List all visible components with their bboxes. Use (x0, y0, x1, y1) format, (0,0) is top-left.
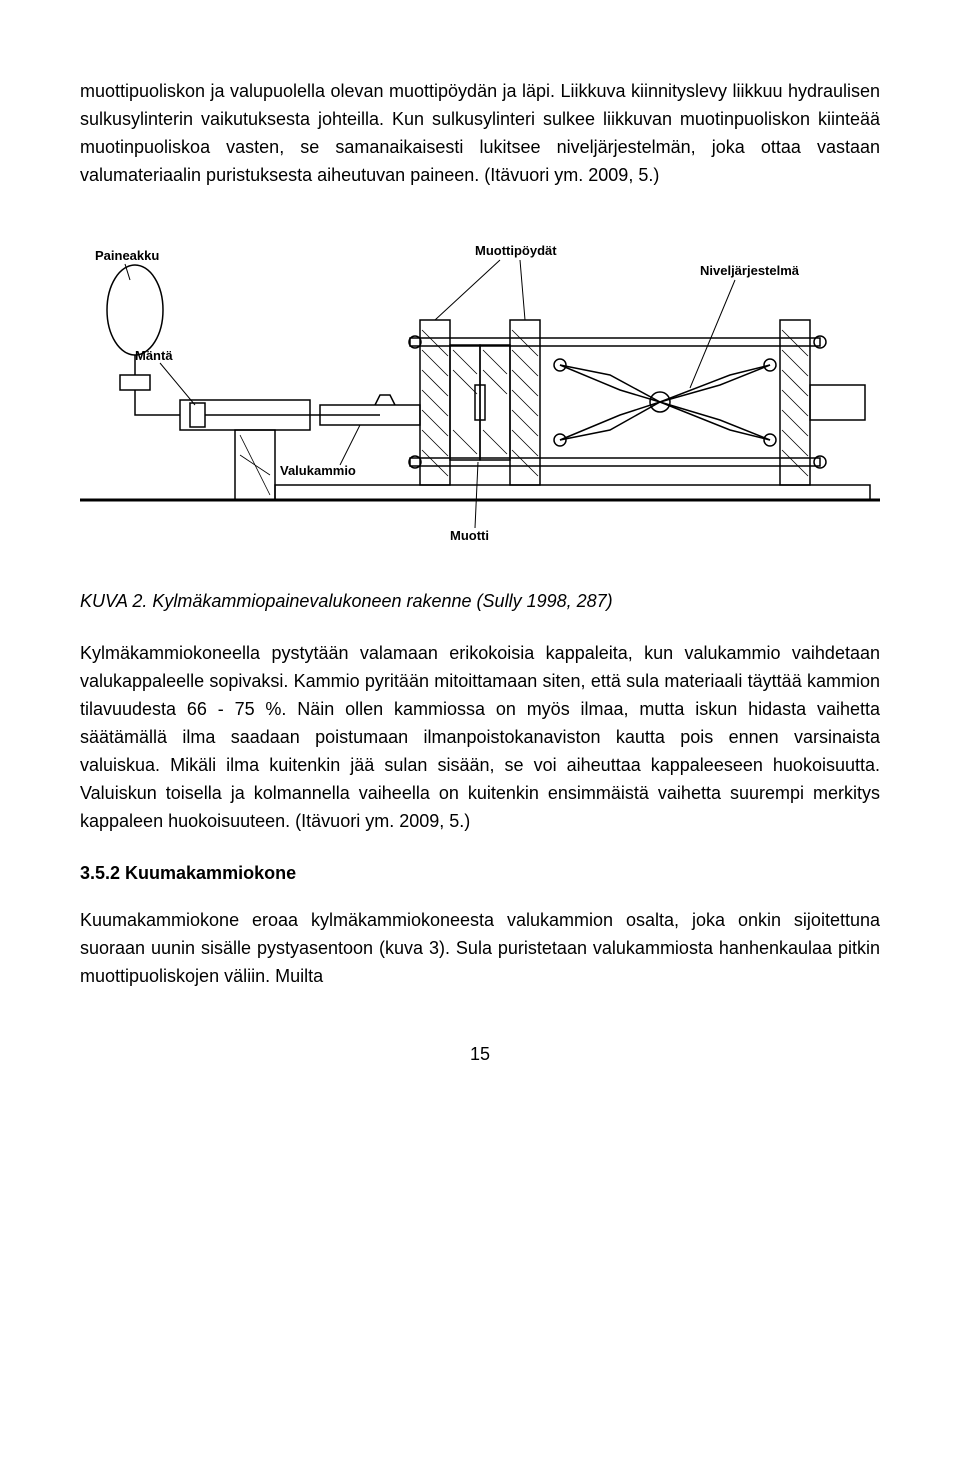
label-muottipoydat: Muottipöydät (475, 243, 557, 258)
heading-3-5-2: 3.5.2 Kuumakammiokone (80, 860, 880, 888)
paragraph-3: Kuumakammiokone eroaa kylmäkammiokoneest… (80, 907, 880, 991)
label-manta: Mäntä (135, 348, 173, 363)
label-niveljarjestelma: Niveljärjestelmä (700, 263, 800, 278)
paragraph-1: muottipuoliskon ja valupuolella olevan m… (80, 78, 880, 190)
label-paineakku: Paineakku (95, 248, 159, 263)
figure-2-caption: KUVA 2. Kylmäkammiopainevalukoneen raken… (80, 588, 880, 616)
figure-2-svg: Paineakku Mäntä Valukammio Muottipöydät … (80, 220, 880, 550)
figure-2: Paineakku Mäntä Valukammio Muottipöydät … (80, 220, 880, 559)
paragraph-2: Kylmäkammiokoneella pystytään valamaan e… (80, 640, 880, 835)
page-number: 15 (80, 1041, 880, 1069)
label-muotti: Muotti (450, 528, 489, 543)
label-valukammio: Valukammio (280, 463, 356, 478)
